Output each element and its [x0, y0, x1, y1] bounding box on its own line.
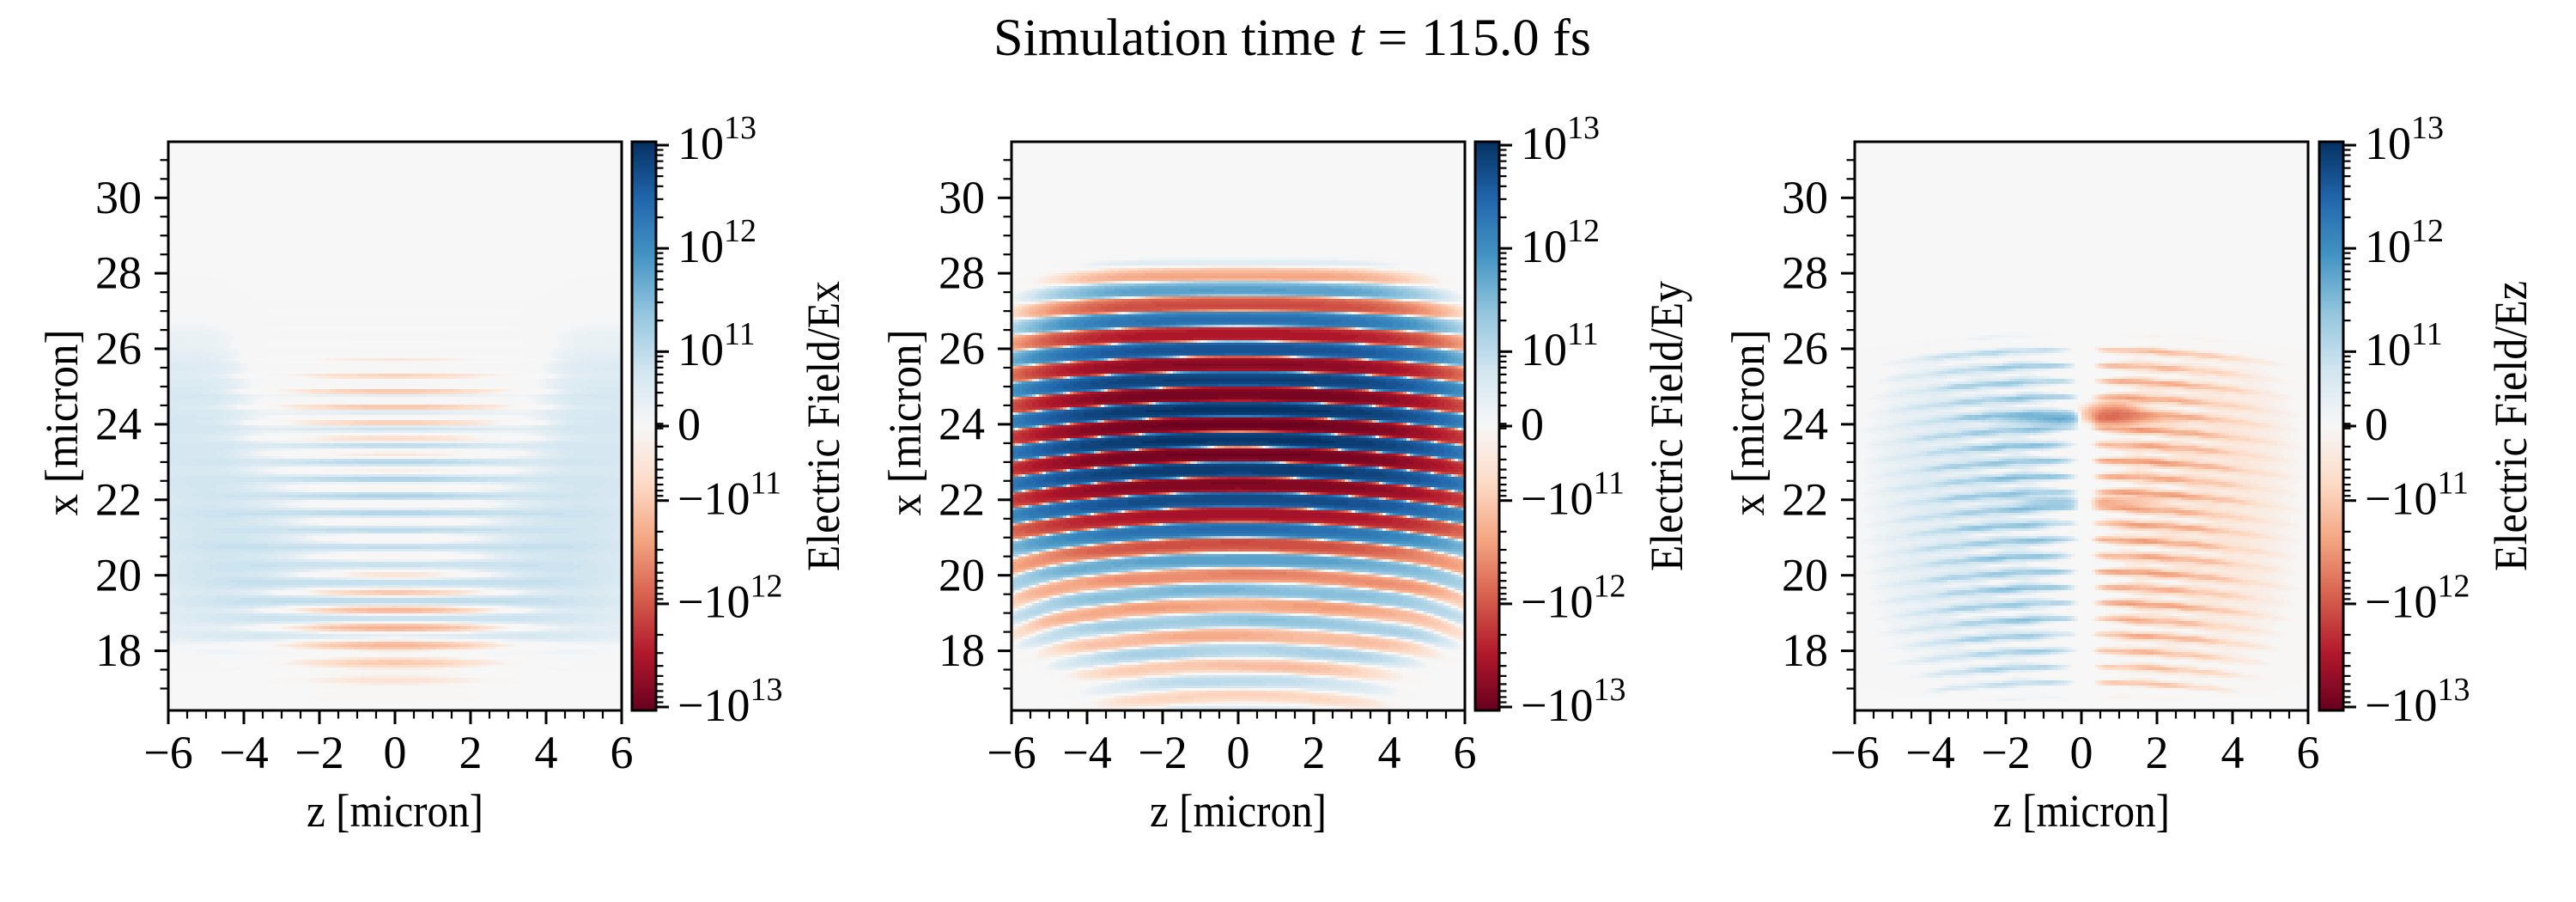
svg-text:24: 24	[939, 399, 985, 450]
svg-text:26: 26	[95, 323, 142, 375]
svg-text:28: 28	[1782, 247, 1828, 299]
svg-text:0: 0	[1227, 727, 1250, 778]
svg-text:20: 20	[1782, 549, 1828, 600]
svg-text:26: 26	[939, 323, 985, 375]
svg-text:0: 0	[384, 727, 407, 778]
svg-text:28: 28	[95, 247, 142, 299]
svg-text:22: 22	[939, 473, 985, 525]
svg-text:−1011: −1011	[677, 466, 781, 525]
svg-text:24: 24	[95, 399, 142, 450]
svg-text:18: 18	[95, 625, 142, 676]
svg-text:4: 4	[1378, 727, 1401, 778]
svg-text:z [micron]: z [micron]	[1150, 785, 1327, 837]
svg-text:0: 0	[2365, 399, 2388, 450]
svg-text:20: 20	[95, 549, 142, 600]
svg-text:2: 2	[459, 727, 483, 778]
svg-text:4: 4	[535, 727, 558, 778]
svg-text:18: 18	[1782, 625, 1828, 676]
svg-text:−1013: −1013	[1521, 672, 1625, 731]
svg-text:x [micron]: x [micron]	[879, 330, 931, 516]
svg-text:2: 2	[1303, 727, 1326, 778]
svg-text:22: 22	[1782, 473, 1828, 525]
svg-text:4: 4	[2221, 727, 2245, 778]
svg-text:30: 30	[939, 172, 985, 223]
svg-text:1013: 1013	[2365, 110, 2444, 169]
svg-text:−2: −2	[1138, 727, 1187, 778]
svg-text:−4: −4	[1905, 727, 1954, 778]
svg-text:30: 30	[95, 172, 142, 223]
svg-text:1011: 1011	[1521, 316, 1599, 375]
svg-text:x [micron]: x [micron]	[36, 330, 88, 516]
svg-text:Electric Field/Ey: Electric Field/Ey	[1641, 281, 1692, 571]
svg-text:24: 24	[1782, 399, 1828, 450]
svg-text:22: 22	[95, 473, 142, 525]
svg-text:Simulation time t = 115.0 fs: Simulation time t = 115.0 fs	[993, 9, 1591, 67]
svg-text:26: 26	[1782, 323, 1828, 375]
svg-text:Electric Field/Ex: Electric Field/Ex	[798, 281, 849, 571]
svg-text:−6: −6	[1830, 727, 1879, 778]
svg-text:0: 0	[1521, 399, 1544, 450]
svg-text:20: 20	[939, 549, 985, 600]
svg-text:−6: −6	[143, 727, 192, 778]
svg-text:6: 6	[2297, 727, 2320, 778]
svg-text:x [micron]: x [micron]	[1722, 330, 1774, 516]
svg-text:−4: −4	[219, 727, 268, 778]
svg-text:6: 6	[611, 727, 634, 778]
svg-text:0: 0	[677, 399, 701, 450]
svg-text:−6: −6	[987, 727, 1036, 778]
svg-text:0: 0	[2070, 727, 2093, 778]
svg-text:Electric Field/Ez: Electric Field/Ez	[2485, 281, 2537, 571]
svg-text:z [micron]: z [micron]	[1993, 785, 2170, 837]
svg-text:−4: −4	[1062, 727, 1111, 778]
svg-text:30: 30	[1782, 172, 1828, 223]
svg-text:−2: −2	[295, 727, 343, 778]
svg-text:2: 2	[2146, 727, 2169, 778]
svg-text:28: 28	[939, 247, 985, 299]
svg-text:−1012: −1012	[677, 569, 782, 628]
svg-text:18: 18	[939, 625, 985, 676]
svg-text:6: 6	[1454, 727, 1477, 778]
svg-text:−2: −2	[1981, 727, 2030, 778]
svg-text:1012: 1012	[2365, 213, 2444, 272]
svg-text:1012: 1012	[677, 213, 756, 272]
svg-text:z [micron]: z [micron]	[307, 785, 483, 837]
